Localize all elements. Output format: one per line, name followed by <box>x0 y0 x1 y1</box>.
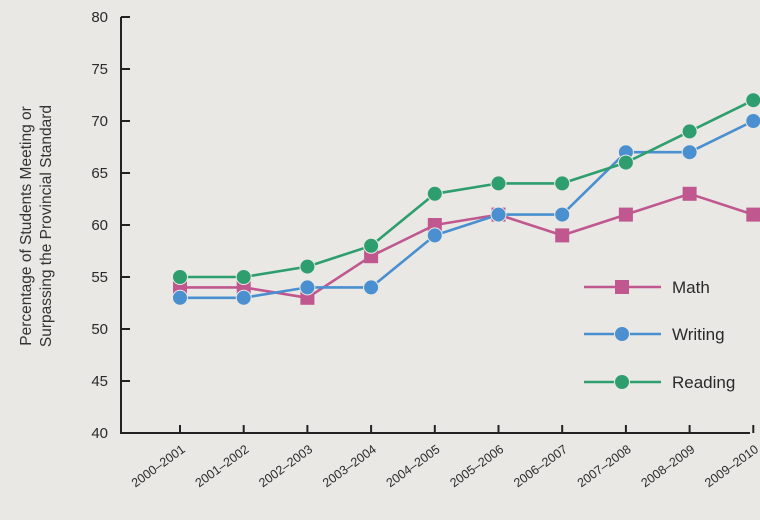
math-point <box>618 207 633 222</box>
y-tick-label: 55 <box>91 269 108 286</box>
y-axis-title: Percentage of Students Meeting or Surpas… <box>18 105 55 347</box>
math-line <box>180 192 754 300</box>
legend-marker <box>615 280 629 294</box>
y-tick-label: 75 <box>91 61 108 78</box>
x-tick-label: 2003–2004 <box>320 442 379 490</box>
y-tick-label: 60 <box>91 217 108 234</box>
series-reading <box>172 92 760 285</box>
legend: Math Writing Reading <box>584 278 735 392</box>
y-tick-label: 70 <box>91 113 108 130</box>
y-tick-label: 40 <box>91 425 108 442</box>
writing-point <box>172 289 188 306</box>
series-layer <box>172 92 760 306</box>
writing-point <box>681 144 698 161</box>
reading-point <box>554 175 571 192</box>
reading-point <box>617 154 634 171</box>
writing-line <box>180 119 754 300</box>
reading-point <box>363 237 380 254</box>
legend-label: Writing <box>672 325 725 344</box>
x-axis-ticks: 2000–2001 2001–2002 2002–2003 2003–2004 2004… <box>129 425 760 490</box>
x-tick-label: 2000–2001 <box>129 442 188 490</box>
reading-point <box>172 269 188 285</box>
legend-label: Math <box>672 278 710 297</box>
writing-point <box>363 279 380 296</box>
legend-label: Reading <box>672 373 735 392</box>
writing-point <box>426 227 443 244</box>
reading-point <box>490 175 507 192</box>
y-axis-title-line-1: Percentage of Students Meeting or <box>18 106 35 346</box>
writing-point <box>490 206 507 223</box>
writing-point <box>745 113 760 129</box>
writing-point <box>554 206 571 223</box>
legend-item-writing: Writing <box>584 325 725 344</box>
math-point <box>746 207 760 222</box>
x-tick-label: 2004–2005 <box>384 442 443 490</box>
reading-point <box>745 92 760 109</box>
reading-point <box>681 123 698 140</box>
math-point <box>682 186 697 201</box>
legend-item-math: Math <box>584 278 710 297</box>
y-axis-title-line-2: Surpassing the Provincial Standard <box>38 105 55 347</box>
reading-point <box>235 269 252 285</box>
x-tick-label: 2002–2003 <box>256 442 315 490</box>
y-tick-label: 50 <box>91 321 108 338</box>
x-tick-label: 2007–2008 <box>575 442 634 490</box>
x-tick-label: 2009–2010 <box>702 442 760 490</box>
legend-item-reading: Reading <box>584 373 735 392</box>
reading-line <box>180 99 754 279</box>
reading-point <box>299 258 316 275</box>
y-tick-label: 45 <box>91 373 108 390</box>
x-tick-label: 2001–2002 <box>193 442 252 490</box>
writing-point <box>235 289 252 306</box>
x-tick-label: 2006–2007 <box>511 442 570 490</box>
y-axis-ticks: 40 45 50 55 60 65 70 75 80 <box>91 9 130 442</box>
legend-marker <box>614 374 630 390</box>
series-writing <box>172 113 760 306</box>
reading-point <box>426 185 443 202</box>
writing-point <box>299 279 316 296</box>
x-tick-label: 2008–2009 <box>639 442 698 490</box>
math-point <box>555 228 570 243</box>
y-tick-label: 65 <box>91 165 108 182</box>
legend-marker <box>614 326 630 342</box>
x-tick-label: 2005–2006 <box>447 442 506 490</box>
y-tick-label: 80 <box>91 9 108 26</box>
